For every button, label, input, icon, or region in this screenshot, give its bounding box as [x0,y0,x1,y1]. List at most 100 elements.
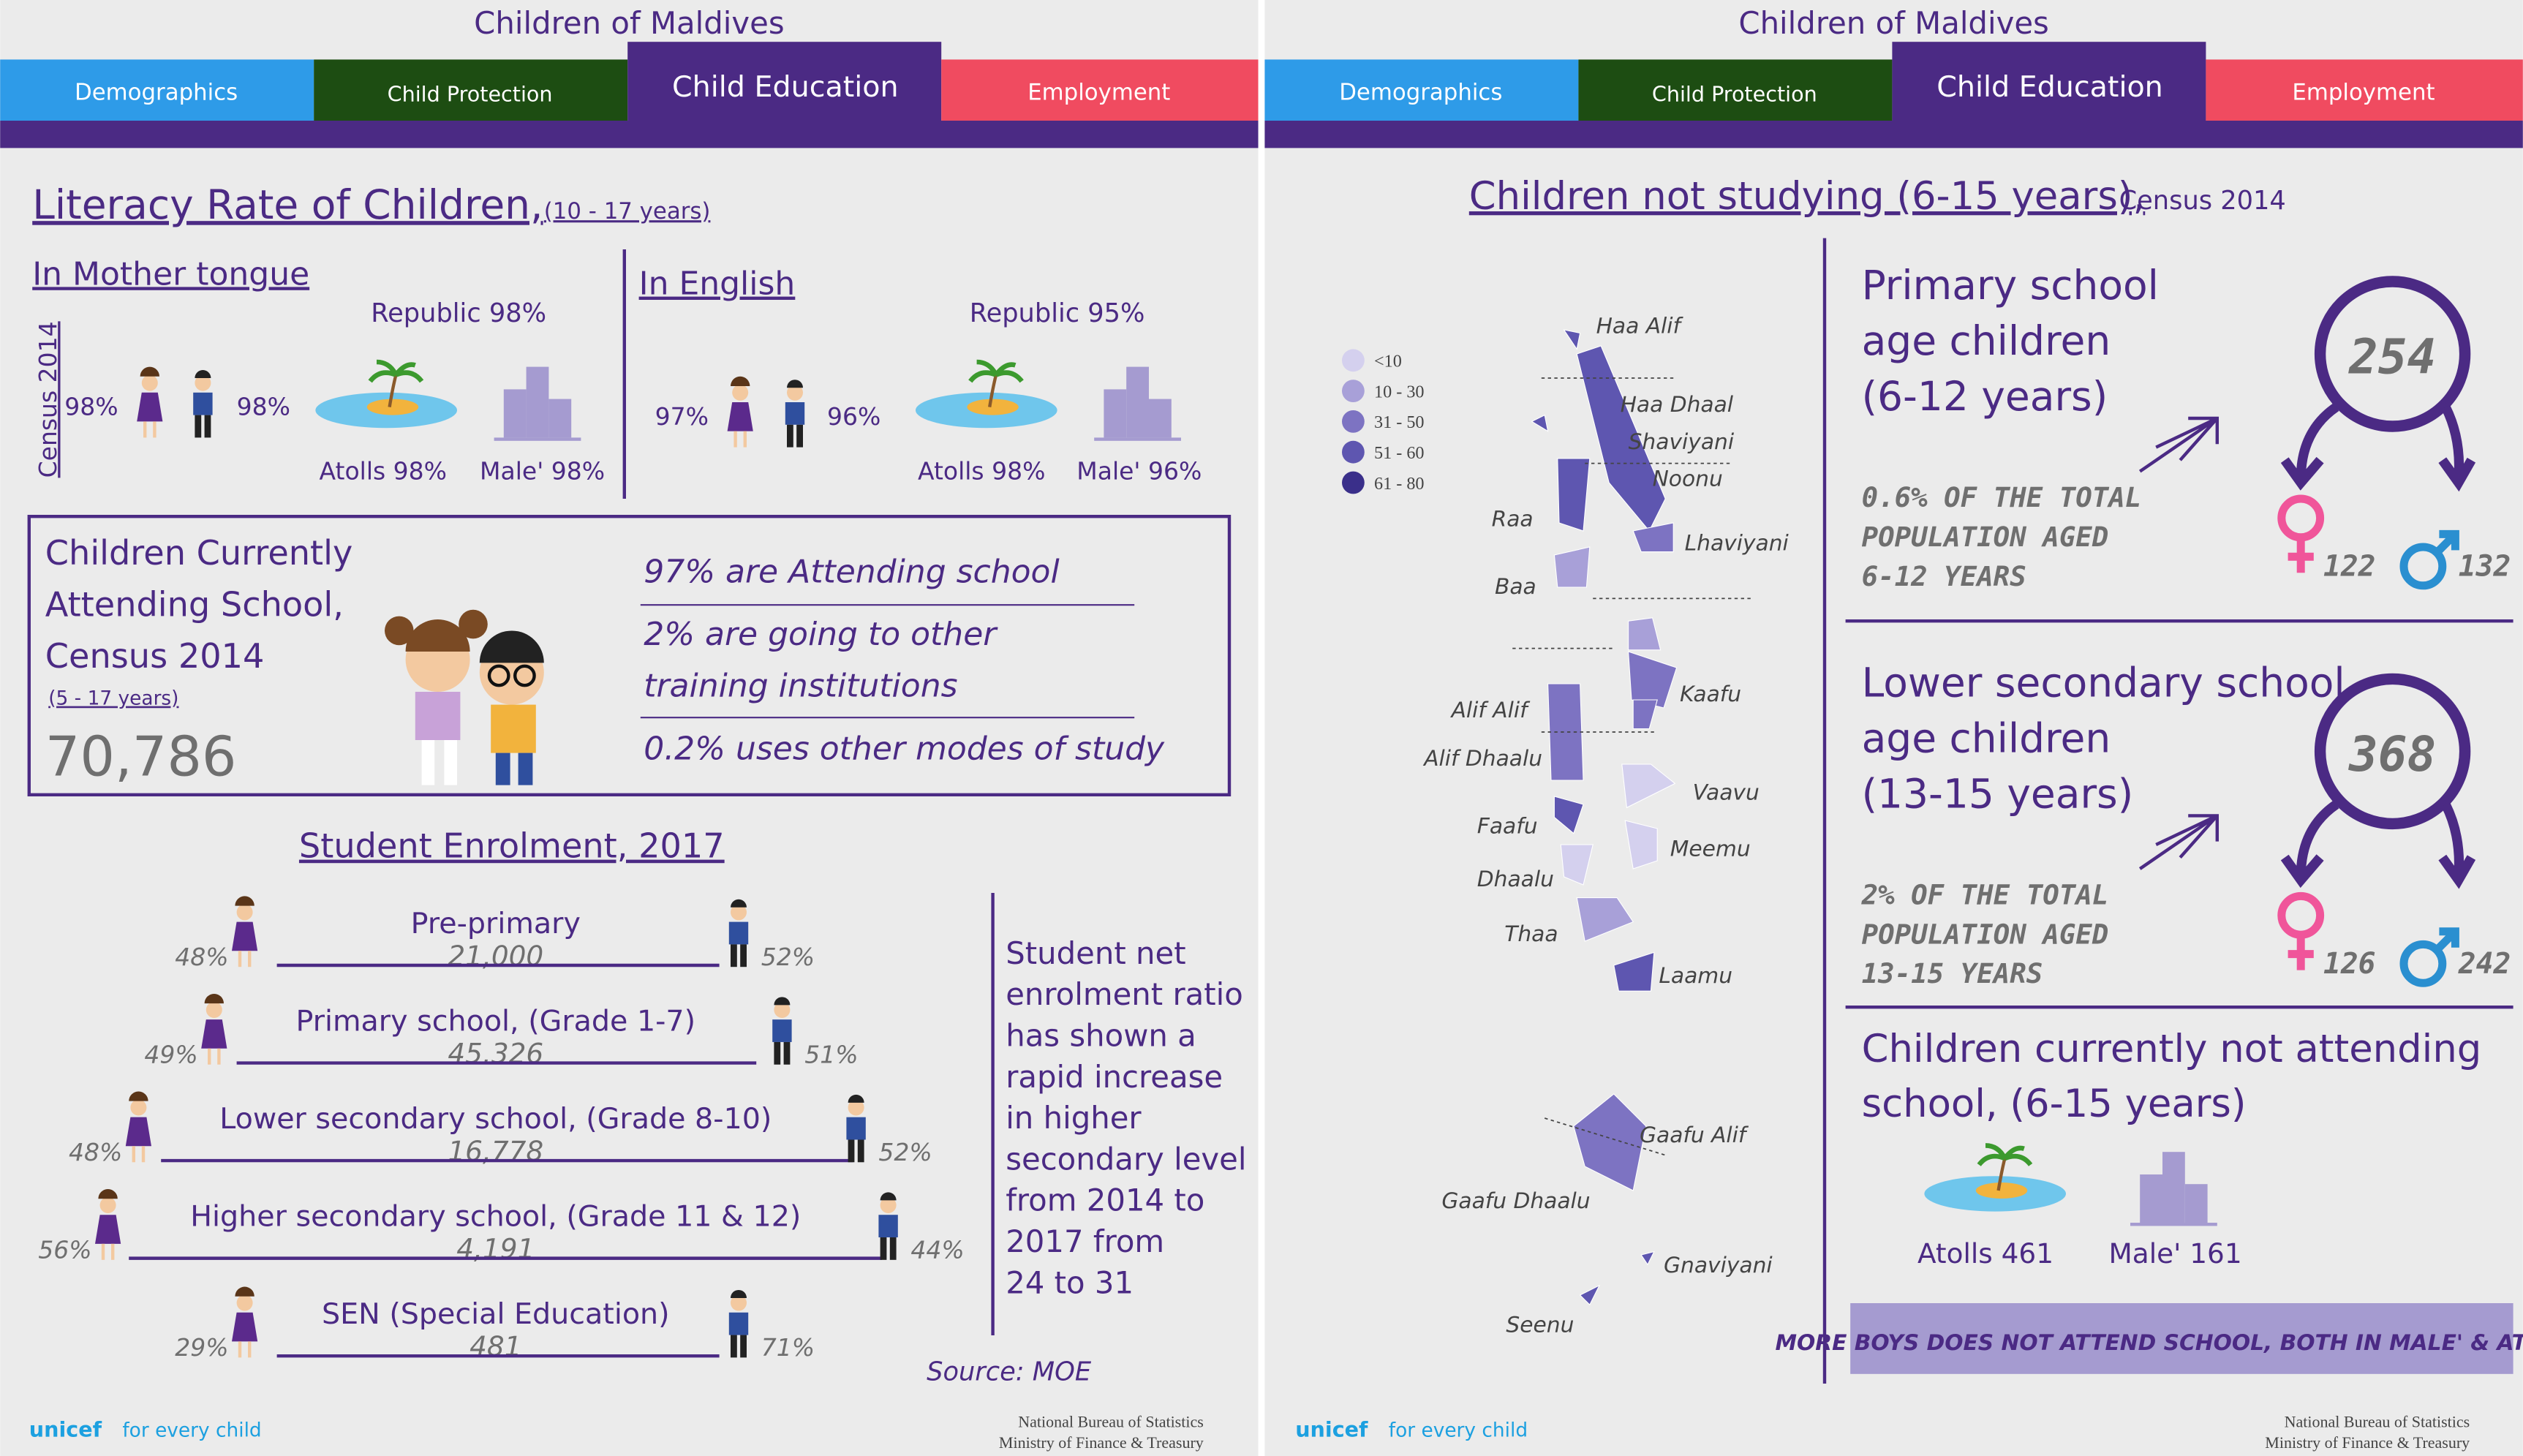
legend-label: 61 - 80 [1374,474,1425,494]
boys-share: 52% [878,1138,932,1166]
tagline: for every child [122,1419,261,1442]
note-line: 24 to 31 [1006,1264,1134,1300]
tab[interactable] [314,59,628,121]
girls-share: 29% [175,1333,228,1362]
hand-note: 2% OF THE TOTAL [1861,878,2109,910]
box-title: age children [1862,715,2111,762]
decoration [1512,377,1754,1156]
decoration [495,752,510,785]
tab[interactable] [1578,59,1893,121]
decoration [1512,377,1754,1156]
boys-share: 51% [804,1041,858,1069]
box-subtitle: (5 - 17 years) [48,687,178,710]
hand-note: 13-15 YEARS [1862,957,2043,989]
row-count: 45.326 [448,1038,543,1070]
unicef-logo: unicef [29,1417,102,1442]
boys-share: 71% [761,1333,815,1362]
ring-arrows [2280,403,2476,492]
tab[interactable] [2206,59,2523,121]
tab-label: Child Education [672,70,899,104]
side-label: Census 2014 [34,321,62,478]
tab-label: Child Education [1936,70,2163,104]
tab[interactable] [1892,42,2206,121]
decoration [1576,897,1634,942]
left-panel: Children of Maldives Demographics Child … [0,0,1259,1456]
fact: 0.2% uses other modes of study [644,730,1165,767]
map-legend: <10 10 - 30 31 - 50 51 - 60 61 - 80 [1342,349,1425,494]
stat: Male' 161 [2109,1237,2242,1270]
page-header: Children of Maldives [474,5,784,41]
tab[interactable] [0,59,314,121]
box-title: Primary school [1862,262,2159,309]
decoration [1624,820,1658,870]
tab[interactable] [941,59,1259,121]
atoll-label: Thaa [1504,921,1558,947]
stat: 97% [655,402,709,431]
big-number: 70,786 [45,725,237,788]
unicef-logo: unicef [1295,1417,1368,1442]
org: National Bureau of Statistics [2285,1412,2470,1430]
legend-swatch [1342,410,1365,433]
atoll-label: Lhaviyani [1685,530,1790,556]
hand-note: 0.6% OF THE TOTAL [1862,481,2142,513]
ring-total: 368 [2348,726,2436,782]
section-subtitle: (10 - 17 years) [544,198,711,225]
decoration [1640,1251,1655,1266]
note-line: from 2014 to [1006,1182,1204,1218]
note-line: 2017 from [1006,1223,1164,1259]
row-label: SEN (Special Education) [322,1297,670,1331]
tab[interactable] [627,42,942,121]
stat: Male' 98% [480,457,605,486]
decoration [0,121,1259,148]
decoration [1632,522,1674,553]
decoration [1531,414,1549,432]
decoration [1573,1093,1647,1191]
box-title: Children currently not attending [1862,1027,2482,1071]
decoration [1560,844,1594,886]
hand-note: 6-12 YEARS [1862,560,2026,592]
stat: 98% [237,393,290,421]
note-line: in higher [1006,1100,1142,1136]
girls-share: 56% [38,1236,91,1264]
tab-label: Demographics [1339,79,1502,105]
atoll-label: Shaviyani [1629,429,1735,455]
tagline: for every child [1389,1419,1528,1442]
ring [2314,673,2471,830]
org: National Bureau of Statistics [1018,1412,1204,1430]
atoll-label: Dhaalu [1477,867,1554,892]
decoration [1579,1284,1601,1306]
tab-label: Employment [1027,79,1170,105]
decoration [0,0,1259,1456]
decoration [513,664,536,687]
atoll-label: Gnaviyani [1664,1253,1773,1278]
stat: Atolls 98% [918,457,1046,486]
atoll-label: Kaafu [1680,682,1741,707]
tab[interactable] [1264,59,1579,121]
decoration [27,515,1232,796]
atoll-label: Haa Dhaal [1621,392,1734,418]
arrow [2138,814,2220,870]
atoll-label: Seenu [1506,1313,1574,1338]
note-line: secondary level [1006,1141,1246,1177]
decoration [415,692,461,740]
decoration [385,616,414,646]
legend-label: 10 - 30 [1374,382,1425,401]
tab-label: Child Protection [1652,82,1817,107]
map [1512,329,1754,1306]
stat: 96% [827,402,880,431]
stat: Male' 96% [1076,457,1202,486]
box-title: Census 2014 [45,636,265,676]
decoration [1547,683,1584,781]
legend-swatch [1342,440,1365,464]
girls-share: 48% [69,1138,122,1166]
female-count: 122 [2323,550,2376,584]
section-title: Children not studying (6-15 years), [1469,174,2145,219]
note-line: Student net [1006,935,1185,971]
atoll-label: Meemu [1670,836,1751,861]
legend-swatch [1342,471,1365,494]
atoll-label: Baa [1495,574,1536,600]
legend-swatch [1342,349,1365,372]
decoration [1557,458,1591,532]
